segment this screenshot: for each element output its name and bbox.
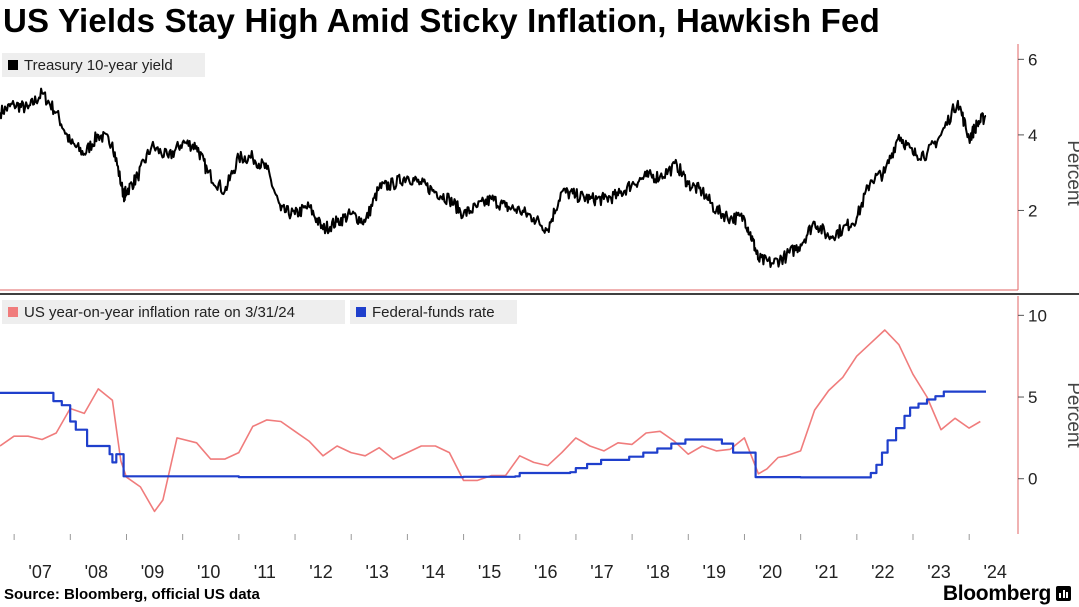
bloomberg-logo: Bloomberg [942,582,1051,605]
bottom-y-ticks: 0 5 10 [1018,306,1047,489]
legend-top-bg [2,53,205,77]
legend-swatch-fedfunds [356,307,366,317]
bottom-panel: 0 5 10 Percent US year-on-year inflation r… [0,296,1079,534]
top-ylabel: Percent [1063,140,1079,206]
x-tick-label: '13 [365,562,388,582]
x-tick-label: '20 [759,562,782,582]
legend-infl-bg [2,300,345,324]
chart-title: US Yields Stay High Amid Sticky Inflatio… [3,2,880,39]
bloomberg-bars-icon [1056,586,1071,601]
top-y-tick-label: 2 [1028,201,1037,220]
x-tick-label: '19 [703,562,726,582]
treasury-yield-line [0,87,987,268]
bottom-y-tick-label: 0 [1028,470,1037,489]
legend-label-fedfunds: Federal-funds rate [372,304,495,321]
x-tick-label: '21 [815,562,838,582]
legend-label-yield: Treasury 10-year yield [24,57,173,74]
bottom-y-tick-label: 5 [1028,388,1037,407]
legend-swatch-inflation [8,307,18,317]
top-y-tick-label: 4 [1028,126,1037,145]
x-tick-label: '18 [646,562,669,582]
x-axis-ticks: '07 '08 '09 '10 '11 '12 '13 '14 '15 '16 '17 '18 '19 '… [13,534,1007,582]
fed-funds-line [0,390,986,479]
top-panel: 2 4 6 Percent Treasury 10-year yield [0,44,1079,291]
x-tick-label: '09 [141,562,164,582]
x-tick-label: '08 [85,562,108,582]
x-tick-label: '15 [478,562,501,582]
source-note: Source: Bloomberg, official US data [4,586,260,603]
legend-swatch-yield [8,60,18,70]
x-tick-label: '17 [590,562,613,582]
x-tick-label: '14 [422,562,445,582]
x-tick-label: '10 [197,562,220,582]
x-tick-label: '07 [28,562,51,582]
x-tick-label: '16 [534,562,557,582]
bottom-y-tick-label: 10 [1028,306,1047,325]
x-tick-label: '24 [983,562,1006,582]
legend-ff-bg [350,300,517,324]
inflation-line [0,329,981,513]
x-tick-label: '22 [871,562,894,582]
x-tick-label: '12 [309,562,332,582]
legend-label-inflation: US year-on-year inflation rate on 3/31/2… [24,304,295,321]
bottom-ylabel: Percent [1063,382,1079,448]
top-y-ticks: 2 4 6 [1018,50,1037,220]
x-tick-label: '11 [254,562,276,582]
x-tick-label: '23 [927,562,950,582]
top-y-tick-label: 6 [1028,50,1037,69]
